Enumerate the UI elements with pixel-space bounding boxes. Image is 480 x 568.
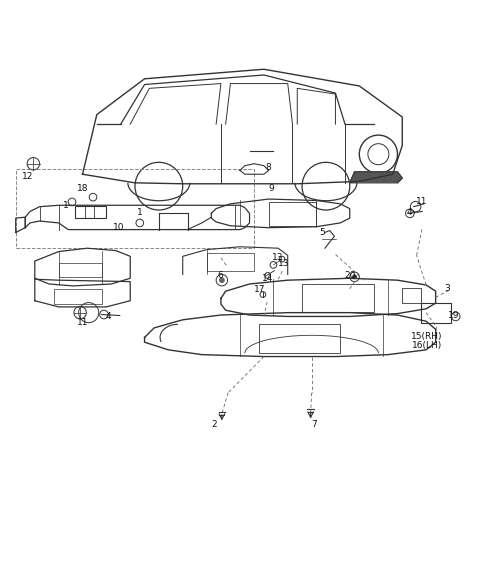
Bar [206, 253, 254, 270]
Text: 4: 4 [407, 208, 412, 217]
Text: 8: 8 [266, 162, 272, 172]
Text: 12: 12 [22, 172, 33, 181]
Bar [302, 284, 373, 312]
Text: 5: 5 [319, 228, 325, 237]
Text: 17: 17 [254, 285, 266, 294]
Text: 6: 6 [217, 271, 223, 280]
Text: 1: 1 [137, 208, 143, 217]
Text: 3: 3 [444, 284, 450, 293]
Text: 11: 11 [416, 198, 427, 206]
Circle shape [219, 278, 224, 282]
Bar [54, 289, 102, 304]
Text: 11: 11 [77, 318, 88, 327]
Circle shape [353, 275, 357, 279]
Bar [16, 169, 254, 248]
Bar [59, 264, 102, 277]
Bar [402, 288, 421, 303]
Bar [421, 303, 451, 323]
Bar [269, 202, 316, 225]
Bar [75, 206, 107, 218]
Bar [259, 324, 340, 353]
Text: 10: 10 [112, 223, 124, 232]
Text: 15(RH): 15(RH) [411, 332, 443, 341]
Text: 13: 13 [278, 260, 289, 269]
Polygon shape [350, 172, 402, 183]
Text: 13: 13 [272, 253, 283, 262]
Text: 14: 14 [262, 274, 274, 283]
Text: 16(LH): 16(LH) [412, 341, 442, 349]
Text: 19: 19 [448, 311, 459, 320]
Text: 1: 1 [63, 201, 69, 210]
Text: 20: 20 [344, 271, 356, 280]
Text: 4: 4 [106, 312, 111, 321]
Text: 18: 18 [77, 184, 88, 193]
Text: 2: 2 [211, 420, 216, 429]
Text: 9: 9 [268, 184, 274, 193]
Text: 7: 7 [311, 420, 317, 429]
